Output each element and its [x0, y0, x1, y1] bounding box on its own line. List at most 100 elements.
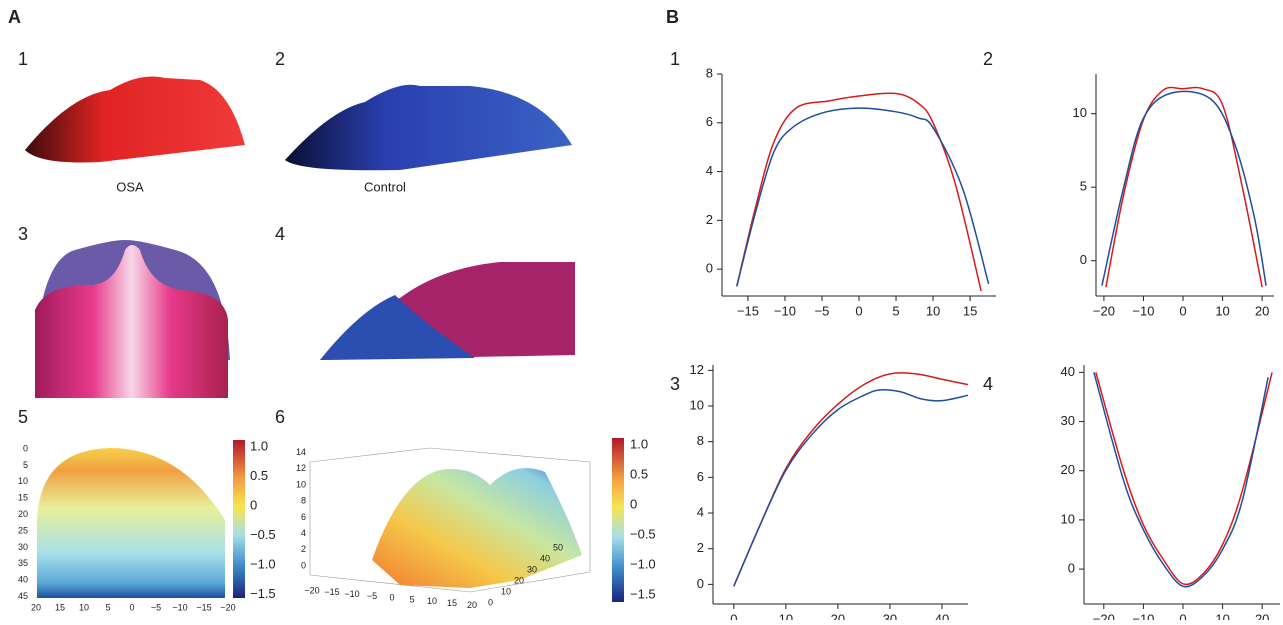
x-tick-label: 10 — [779, 611, 793, 620]
colorbar-tick: −1.0 — [630, 556, 656, 571]
line-series — [1093, 372, 1269, 588]
y-tick-label: 10 — [1061, 511, 1075, 526]
colorbar-tick: −1.0 — [250, 556, 276, 571]
surface-z-tick: 6 — [301, 512, 306, 522]
y-tick-label: 2 — [697, 540, 704, 555]
surface-x-tick: 20 — [467, 600, 477, 610]
x-tick-label: −20 — [1093, 303, 1115, 318]
x-tick-label: 10 — [1215, 611, 1229, 620]
x-tick-label: 15 — [963, 303, 977, 318]
heatmap-x-tick: −5 — [151, 602, 161, 612]
surface-x-tick: 0 — [389, 593, 394, 603]
panel-number: 6 — [275, 407, 285, 427]
caption: Control — [364, 179, 406, 194]
x-tick-label: 10 — [1215, 303, 1229, 318]
surface-z-tick: 0 — [301, 560, 306, 570]
heatmap-x-tick: 5 — [105, 602, 110, 612]
palate-osa — [25, 76, 245, 163]
heatmap-y-tick: 0 — [23, 443, 28, 453]
panel-label: A — [8, 7, 21, 27]
line-series — [1101, 90, 1267, 286]
heatmap-y-tick: 40 — [18, 575, 28, 585]
x-tick-label: 0 — [1179, 611, 1186, 620]
panel-number: 4 — [983, 374, 993, 394]
surface-y-tick: 40 — [540, 553, 550, 563]
x-tick-label: 0 — [855, 303, 862, 318]
heatmap-x-tick: 0 — [129, 602, 134, 612]
x-tick-label: −10 — [774, 303, 796, 318]
surface-y-tick: 0 — [488, 597, 493, 607]
surface-x-tick: 15 — [447, 598, 457, 608]
surface-y-tick: 30 — [527, 564, 537, 574]
surface-y-tick: 50 — [553, 542, 563, 552]
line-series — [733, 372, 969, 587]
heatmap-x-tick: 10 — [79, 602, 89, 612]
surface-x-tick: 5 — [409, 594, 414, 604]
y-tick-label: 40 — [1061, 364, 1075, 379]
y-tick-label: 8 — [697, 433, 704, 448]
colorbar — [612, 438, 624, 602]
y-tick-label: 0 — [706, 261, 713, 276]
x-tick-label: −10 — [1132, 303, 1154, 318]
colorbar — [233, 440, 245, 598]
y-tick-label: 30 — [1061, 413, 1075, 428]
y-tick-label: 2 — [706, 212, 713, 227]
surface-z-tick: 2 — [301, 544, 306, 554]
x-tick-label: 20 — [831, 611, 845, 620]
surface-x-tick: −15 — [324, 587, 339, 597]
heatmap-x-tick: 20 — [31, 602, 41, 612]
line-series — [736, 92, 982, 292]
x-tick-label: −20 — [1093, 611, 1115, 620]
y-tick-label: 4 — [697, 504, 704, 519]
surface-x-tick: −10 — [344, 589, 359, 599]
colorbar-tick: −1.5 — [250, 586, 276, 601]
panel-number: 3 — [670, 374, 680, 394]
x-tick-label: 40 — [935, 611, 949, 620]
y-tick-label: 20 — [1061, 462, 1075, 477]
surface-y-tick: 20 — [514, 575, 524, 585]
x-tick-label: 20 — [1255, 611, 1269, 620]
heatmap-y-tick: 45 — [18, 591, 28, 601]
panel-label: B — [666, 7, 679, 27]
surface-z-tick: 4 — [301, 528, 306, 538]
heatmap-x-tick: 15 — [55, 602, 65, 612]
panel-number: 5 — [18, 407, 28, 427]
line-series — [1105, 86, 1263, 288]
surface-z-tick: 14 — [296, 447, 306, 457]
x-tick-label: 30 — [883, 611, 897, 620]
colorbar-tick: −1.5 — [630, 586, 656, 601]
x-tick-label: 0 — [730, 611, 737, 620]
y-tick-label: 10 — [1073, 105, 1087, 120]
surface-z-tick: 10 — [296, 479, 306, 489]
heatmap-y-tick: 15 — [18, 493, 28, 503]
y-tick-label: 6 — [706, 114, 713, 129]
line-series — [736, 107, 990, 287]
y-tick-label: 5 — [1080, 179, 1087, 194]
heatmap — [37, 448, 225, 598]
colorbar-tick: −0.5 — [250, 527, 276, 542]
x-tick-label: −15 — [737, 303, 759, 318]
colorbar-tick: 1.0 — [250, 438, 268, 453]
surface-z-tick: 8 — [301, 496, 306, 506]
x-tick-label: −10 — [1132, 611, 1154, 620]
y-tick-label: 0 — [1068, 561, 1075, 576]
overlay-side-blue — [320, 295, 475, 360]
surface-z-tick: 12 — [296, 463, 306, 473]
line-series — [1095, 372, 1273, 586]
surface-y-tick: 10 — [501, 586, 511, 596]
x-tick-label: 5 — [892, 303, 899, 318]
surface-x-tick: −5 — [367, 591, 377, 601]
heatmap-y-tick: 10 — [18, 476, 28, 486]
colorbar-tick: 0.5 — [630, 466, 648, 481]
caption: OSA — [116, 179, 144, 194]
y-tick-label: 4 — [706, 163, 713, 178]
panel-number: 2 — [275, 49, 285, 69]
heatmap-x-tick: −15 — [196, 602, 211, 612]
y-tick-label: 6 — [697, 469, 704, 484]
y-tick-label: 12 — [690, 362, 704, 377]
surface-x-tick: −20 — [304, 585, 319, 595]
heatmap-y-tick: 30 — [18, 542, 28, 552]
x-tick-label: 20 — [1255, 303, 1269, 318]
